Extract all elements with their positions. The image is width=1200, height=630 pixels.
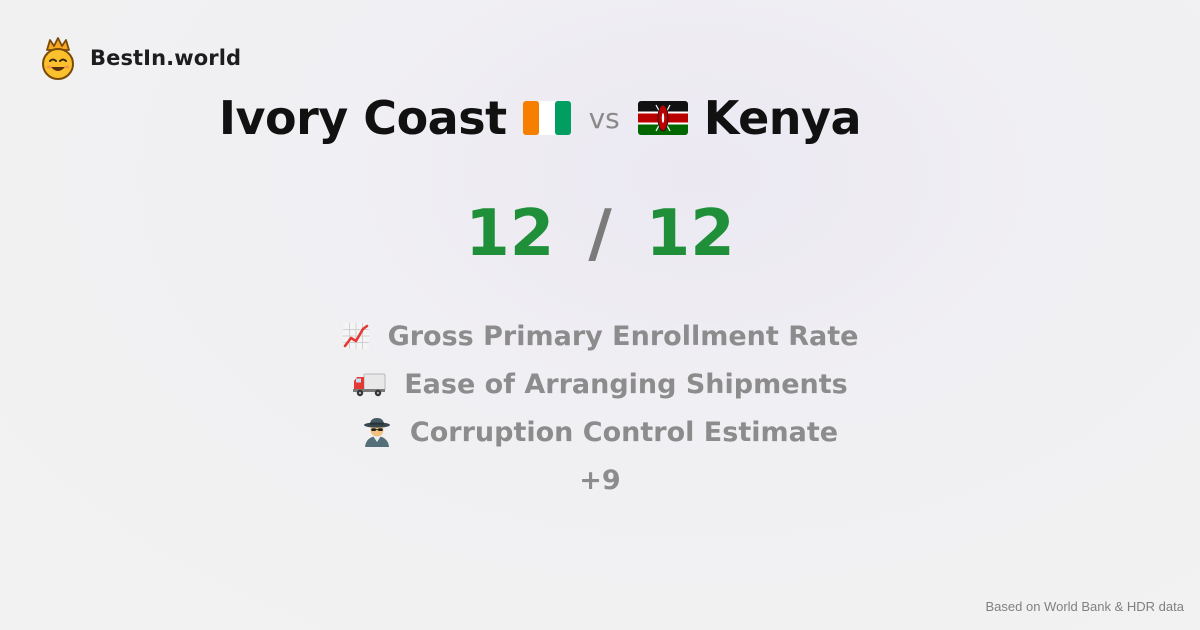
metric-label: Ease of Arranging Shipments	[404, 368, 848, 400]
ivory-coast-flag-icon	[522, 101, 571, 135]
delivery-truck-icon	[353, 373, 386, 397]
metric-item: Gross Primary Enrollment Rate	[0, 312, 1200, 360]
crown-smiley-icon	[42, 37, 74, 80]
metrics-list: Gross Primary Enrollment Rate Ease of Ar…	[0, 312, 1200, 504]
score: 12 / 12	[0, 192, 1200, 276]
more-metrics-count: +9	[579, 464, 621, 496]
metric-label: Gross Primary Enrollment Rate	[387, 320, 859, 352]
detective-icon	[363, 418, 390, 447]
data-source-note: Based on World Bank & HDR data	[985, 599, 1184, 614]
score-separator: /	[588, 197, 612, 271]
comparison-title: Ivory Coast vs Kenya	[0, 88, 1080, 148]
brand-name: BestIn.world	[90, 46, 242, 70]
chart-increasing-icon	[342, 323, 369, 349]
score-a: 12	[465, 197, 555, 271]
kenya-flag-icon	[637, 101, 688, 135]
vs-label: vs	[588, 101, 620, 135]
brand[interactable]: BestIn.world	[38, 36, 241, 80]
metric-item: Corruption Control Estimate	[0, 408, 1200, 456]
country-a-name: Ivory Coast	[218, 91, 507, 145]
metric-label: Corruption Control Estimate	[409, 416, 839, 448]
metric-item: Ease of Arranging Shipments	[0, 360, 1200, 408]
country-b-name: Kenya	[703, 91, 862, 145]
score-b: 12	[645, 197, 735, 271]
